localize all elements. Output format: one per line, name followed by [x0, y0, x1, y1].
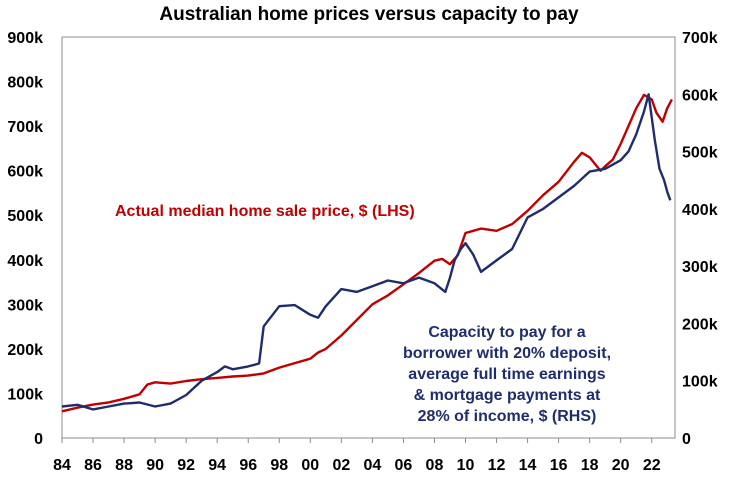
annotation-capacity-line: average full time earnings	[408, 366, 606, 383]
chart-title: Australian home prices versus capacity t…	[159, 4, 579, 25]
series-line-home-price	[61, 93, 673, 413]
left-y-tick-label: 400k	[7, 253, 43, 270]
x-tick-label: 92	[177, 457, 195, 474]
left-y-tick-label: 800k	[7, 75, 43, 92]
x-tick-label: 04	[363, 457, 381, 474]
x-tick-label: 84	[53, 457, 71, 474]
left-y-tick-label: 900k	[7, 30, 43, 47]
right-y-tick-label: 500k	[682, 145, 718, 162]
annotation-capacity-line: & mortgage payments at	[414, 387, 601, 404]
annotation-capacity-line: borrower with 20% deposit,	[403, 345, 611, 362]
x-tick-label: 12	[488, 457, 506, 474]
left-y-tick-label: 0	[34, 431, 43, 448]
x-tick-label: 08	[426, 457, 444, 474]
right-y-tick-label: 0	[682, 431, 691, 448]
left-y-tick-label: 200k	[7, 342, 43, 359]
annotation-capacity-line: Capacity to pay for a	[428, 324, 585, 341]
annotations: Actual median home sale price, $ (LHS) Ca…	[115, 203, 611, 425]
x-axis: 84 86 88 90 92 94 96 98 00 02 04 06 08 10 12 14 16 18 20 22	[53, 438, 661, 474]
right-y-tick-label: 300k	[682, 259, 718, 276]
x-tick-label: 90	[146, 457, 164, 474]
x-tick-label: 22	[643, 457, 661, 474]
left-y-tick-label: 600k	[7, 164, 43, 181]
right-y-tick-label: 700k	[682, 30, 718, 47]
right-y-tick-label: 100k	[682, 374, 718, 391]
x-tick-label: 96	[239, 457, 257, 474]
x-tick-label: 88	[115, 457, 133, 474]
left-y-tick-label: 700k	[7, 119, 43, 136]
x-tick-label: 86	[84, 457, 102, 474]
x-tick-label: 16	[550, 457, 568, 474]
annotation-home-price: Actual median home sale price, $ (LHS)	[115, 203, 415, 220]
left-y-tick-label: 100k	[7, 386, 43, 403]
series-layer	[61, 93, 673, 413]
x-tick-label: 02	[332, 457, 350, 474]
right-y-axis: 0 100k 200k 300k 400k 500k 600k 700k	[682, 30, 718, 448]
left-y-tick-label: 500k	[7, 208, 43, 225]
series-line-capacity-to-pay	[61, 93, 672, 411]
right-y-tick-label: 400k	[682, 202, 718, 219]
x-tick-label: 98	[270, 457, 288, 474]
x-tick-label: 10	[457, 457, 475, 474]
right-y-tick-label: 600k	[682, 87, 718, 104]
left-y-tick-label: 300k	[7, 297, 43, 314]
x-tick-label: 00	[301, 457, 319, 474]
annotation-capacity-line: 28% of income, $ (RHS)	[418, 408, 597, 425]
x-tick-label: 18	[581, 457, 599, 474]
plot-area	[61, 36, 676, 439]
x-tick-label: 94	[208, 457, 226, 474]
right-y-tick-label: 200k	[682, 316, 718, 333]
x-tick-label: 14	[519, 457, 537, 474]
x-tick-label: 20	[612, 457, 630, 474]
left-y-axis: 0 100k 200k 300k 400k 500k 600k 700k 800k 900k	[7, 30, 43, 448]
x-tick-label: 06	[395, 457, 413, 474]
